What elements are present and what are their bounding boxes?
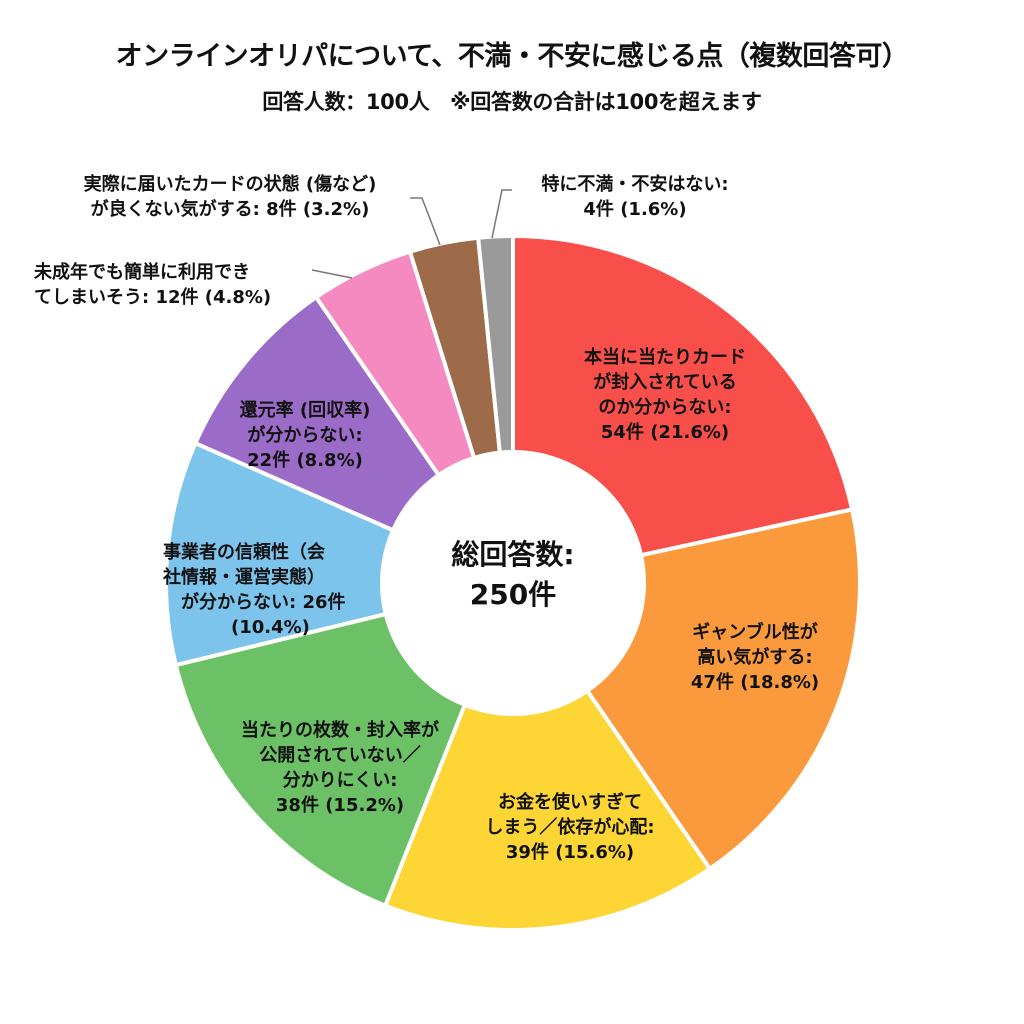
chart-title: オンラインオリパについて、不満・不安に感じる点（複数回答可）	[115, 41, 909, 72]
leader-line-card-condition	[410, 197, 441, 246]
label-hit-rate-undisclosed: 当たりの枚数・封入率が 公開されていない／ 分かりにくい: 38件 (15.2%…	[241, 720, 439, 816]
leader-lines	[311, 189, 512, 279]
chart-subtitle: 回答人数：100人 ※回答数の合計は100を超えます	[262, 90, 762, 114]
slice-operator-trust	[164, 441, 515, 668]
center-line-2: 250件	[469, 578, 557, 611]
label-operator-trust: 事業者の信頼性（会 社情報・運営実態） が分からない: 26件 (10.4%)	[163, 542, 346, 638]
label-card-condition: 実際に届いたカードの状態 (傷など) が良くない気がする: 8件 (3.2%)	[83, 174, 377, 220]
leader-line-no-complaints	[491, 189, 512, 239]
slice-overspending	[383, 581, 712, 932]
label-real-card-uncertain: 本当に当たりカード が封入されている のか分からない: 54件 (21.6%)	[584, 347, 746, 443]
label-gambling: ギャンブル性が 高い気がする: 47件 (18.8%)	[690, 622, 820, 693]
label-overspending: お金を使いすぎて しまう／依存が心配: 39件 (15.6%)	[485, 792, 655, 863]
label-minors: 未成年でも簡単に利用でき てしまいそう: 12件 (4.8%)	[34, 262, 272, 308]
label-no-complaints: 特に不満・不安はない: 4件 (1.6%)	[541, 174, 729, 220]
label-return-rate: 還元率 (回収率) が分からない: 22件 (8.8%)	[239, 400, 371, 471]
center-total-label: 総回答数: 250件	[413, 535, 613, 615]
leader-line-minors	[311, 269, 353, 279]
center-line-1: 総回答数:	[451, 538, 575, 571]
donut-hole	[380, 450, 646, 716]
